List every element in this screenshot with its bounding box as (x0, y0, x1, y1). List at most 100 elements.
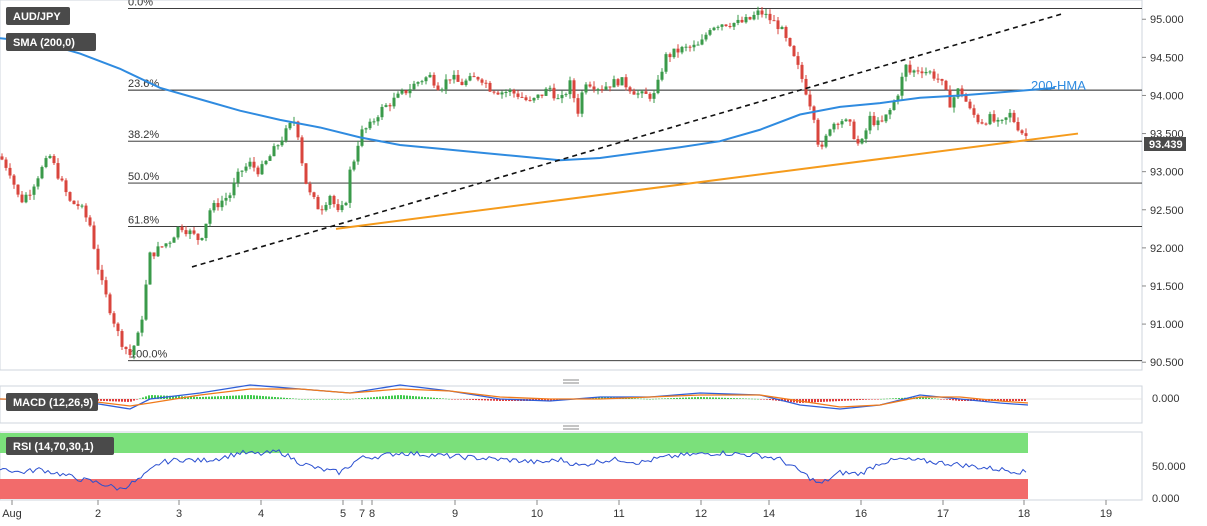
macd-histogram-bar (946, 399, 948, 400)
macd-histogram-bar (268, 396, 270, 399)
y-tick-label: 95.000 (1150, 14, 1184, 26)
rsi-badge[interactable] (6, 437, 114, 455)
macd-histogram-bar (298, 398, 300, 400)
macd-histogram-bar (646, 398, 648, 400)
candle-body (412, 83, 416, 90)
macd-histogram-bar (895, 398, 897, 399)
candle-body (244, 166, 248, 171)
candle-body (856, 139, 860, 144)
candle-body (172, 237, 176, 243)
candle-body (1008, 112, 1012, 118)
indicator-label: SMA (200,0) (13, 37, 75, 49)
macd-histogram-bar (310, 399, 312, 400)
candle-body (132, 345, 136, 355)
macd-badge[interactable] (6, 393, 98, 411)
macd-histogram-bar (319, 399, 321, 400)
candle-body (972, 108, 976, 115)
candle-body (148, 252, 152, 285)
macd-histogram-bar (403, 395, 405, 399)
candle-body (744, 17, 748, 23)
macd-histogram-bar (304, 399, 306, 400)
macd-histogram-bar (394, 395, 396, 399)
candle-body (272, 146, 276, 157)
candle-body (948, 89, 952, 108)
macd-histogram-bar (685, 397, 687, 399)
candle-body (404, 90, 408, 94)
candle-body (420, 81, 424, 83)
macd-histogram-bar (628, 398, 630, 399)
macd-histogram-bar (682, 397, 684, 399)
resize-handle-rsi[interactable] (563, 425, 579, 430)
macd-histogram-bar (307, 399, 309, 400)
macd-histogram-bar (955, 399, 957, 401)
candle-body (624, 77, 628, 88)
candle-body (944, 80, 948, 90)
macd-histogram-bar (175, 396, 177, 399)
candle-body (780, 27, 784, 30)
macd-histogram-bar (214, 396, 216, 399)
candle-body (332, 195, 336, 205)
resize-handle-macd[interactable] (563, 379, 579, 384)
candle-body (0, 156, 4, 160)
macd-histogram-bar (385, 396, 387, 399)
macd-histogram-bar (739, 398, 741, 399)
macd-histogram-bar (127, 399, 129, 402)
macd-histogram-bar (346, 399, 348, 400)
macd-histogram-bar (364, 397, 366, 399)
candle-body (60, 178, 64, 181)
candle-body (352, 161, 356, 170)
macd-histogram-bar (940, 399, 942, 400)
indicator-badge[interactable] (6, 33, 96, 51)
candle-body (308, 183, 312, 193)
fib-label: 100.0% (130, 349, 168, 361)
candle-body (800, 64, 804, 79)
candle-body (1020, 130, 1024, 134)
macd-histogram-bar (751, 398, 753, 400)
candle-body (424, 77, 428, 82)
macd-histogram-bar (949, 399, 951, 400)
candle-body (252, 161, 256, 168)
candle-body (296, 121, 300, 138)
macd-histogram-bar (397, 395, 399, 399)
macd-histogram-bar (256, 395, 258, 399)
macd-histogram-bar (115, 399, 117, 402)
candle-body (432, 74, 436, 86)
macd-histogram-bar (817, 399, 819, 403)
macd-histogram-bar (1021, 399, 1023, 401)
symbol-badge[interactable] (6, 7, 70, 25)
fib-label: 23.6% (128, 78, 159, 90)
macd-histogram-bar (640, 398, 642, 400)
candle-body (520, 96, 524, 98)
candle-body (236, 171, 240, 183)
macd-histogram-bar (235, 395, 237, 399)
y-tick-label: 92.500 (1150, 205, 1184, 217)
candle-body (480, 79, 484, 83)
macd-histogram-bar (502, 399, 504, 401)
macd-histogram-bar (718, 397, 720, 399)
candle-body (840, 121, 844, 125)
macd-histogram-bar (892, 398, 894, 399)
macd-histogram-bar (460, 399, 462, 400)
macd-histogram-bar (328, 399, 330, 400)
hma-annotation: 200-HMA (1031, 78, 1086, 93)
candle-body (636, 93, 640, 95)
macd-histogram-bar (415, 396, 417, 399)
candle-body (96, 248, 100, 270)
candle-body (356, 145, 360, 162)
y-tick-label: 91.500 (1150, 281, 1184, 293)
y-tick-label: 91.000 (1150, 319, 1184, 331)
macd-histogram-bar (871, 399, 873, 400)
macd-histogram-bar (706, 397, 708, 399)
macd-histogram-bar (697, 397, 699, 399)
macd-histogram-bar (265, 396, 267, 399)
macd-histogram-bar (724, 397, 726, 399)
macd-histogram-bar (847, 399, 849, 401)
candle-body (76, 204, 80, 206)
candle-body (740, 19, 744, 23)
macd-histogram-bar (406, 395, 408, 399)
candle-body (684, 46, 688, 48)
x-tick-label: Aug (2, 508, 22, 520)
candle-body (128, 349, 132, 355)
macd-histogram-bar (733, 398, 735, 399)
rsi-overbought-band (0, 433, 1028, 453)
